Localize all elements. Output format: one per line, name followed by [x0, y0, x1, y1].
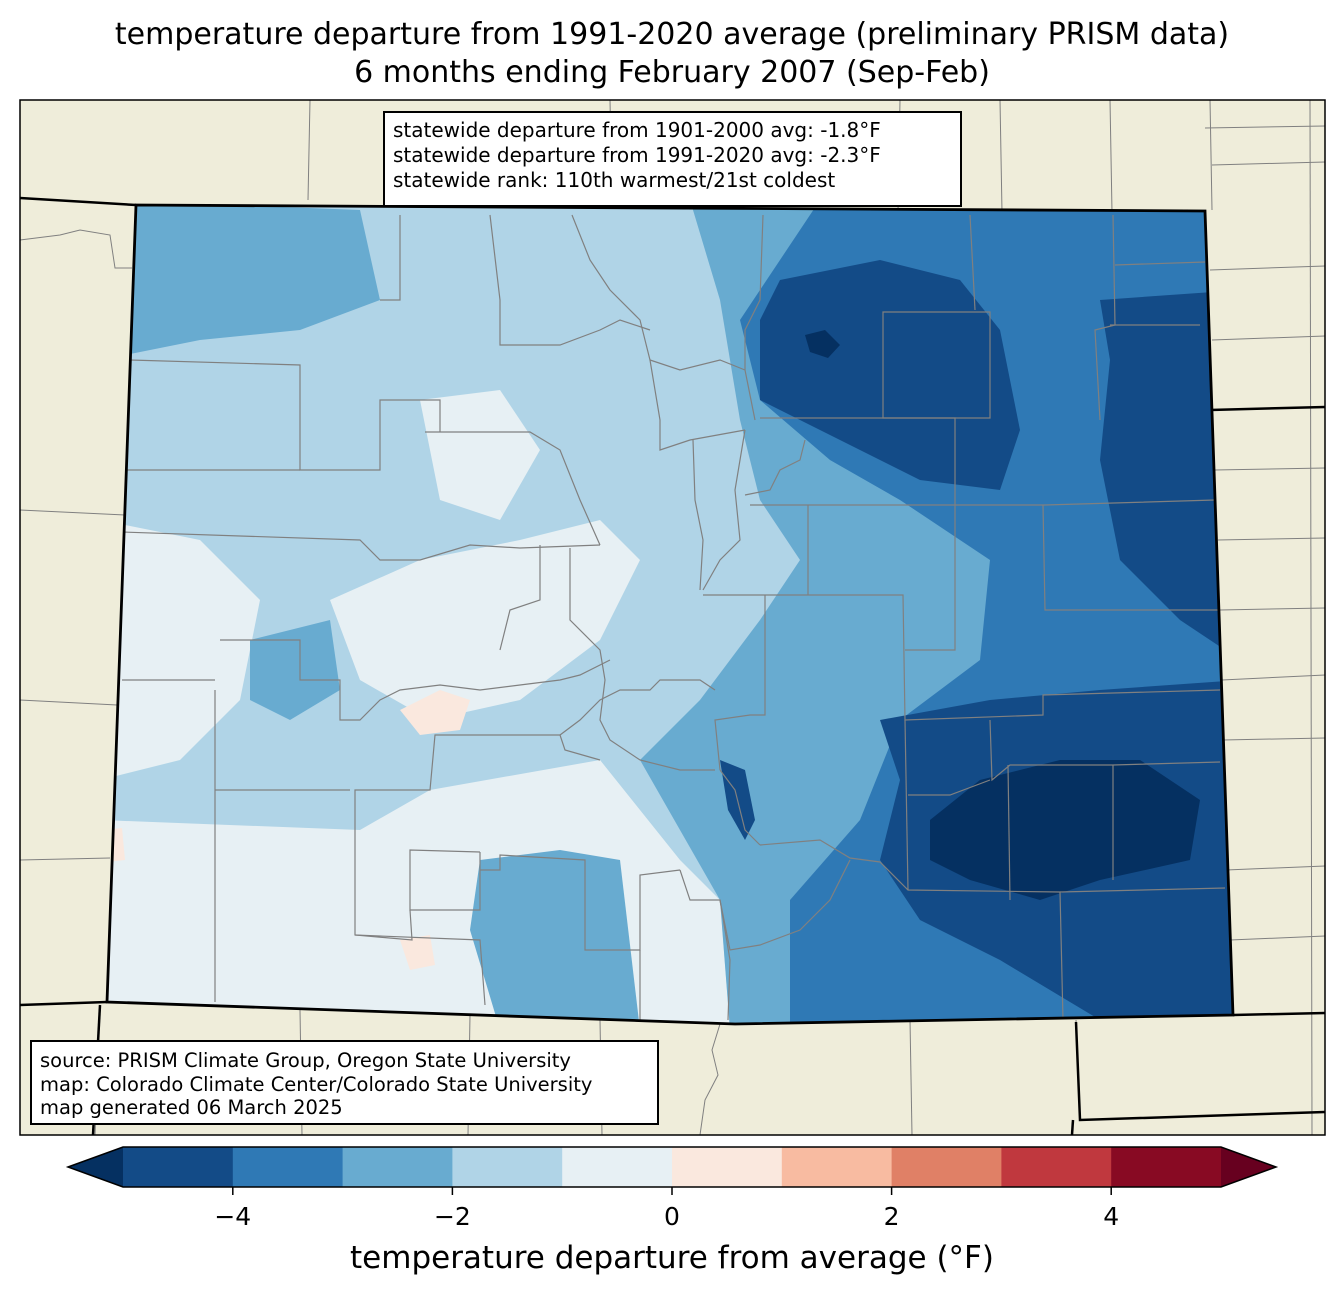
- colorbar-bin: [891, 1147, 1002, 1187]
- colorbar-bin: [123, 1147, 234, 1187]
- temperature-departure-contours: [107, 205, 1233, 1024]
- colorbar: [65, 1146, 1279, 1195]
- colorbar-extend-low: [68, 1147, 123, 1187]
- map-title-line1: temperature departure from 1991-2020 ave…: [114, 17, 1230, 52]
- stats-line-1901-2000: statewide departure from 1901-2000 avg: …: [393, 118, 881, 142]
- colorado-state-border: [105, 203, 1235, 1026]
- colorbar-outline: [65, 1146, 1279, 1188]
- stats-line-rank: statewide rank: 110th warmest/21st colde…: [393, 168, 836, 192]
- source-line-generated: map generated 06 March 2025: [40, 1096, 343, 1119]
- colorbar-bin: [1111, 1147, 1222, 1187]
- colorbar-tick-label: −2: [433, 1202, 471, 1231]
- contour-minus4-to-minus5-e: [1100, 290, 1233, 660]
- colorado-county-lines: [121, 214, 1226, 1021]
- colorbar-bin: [672, 1147, 783, 1187]
- colorbar-bin: [781, 1147, 893, 1187]
- contour-below-minus5-ne: [805, 330, 840, 358]
- source-line-map: map: Colorado Climate Center/Colorado St…: [40, 1072, 593, 1096]
- contour-0-to-plus1-south: [400, 935, 435, 970]
- source-line-prism: source: PRISM Climate Group, Oregon Stat…: [40, 1049, 571, 1072]
- colorbar-bin: [1001, 1147, 1112, 1187]
- colorbar-bin: [342, 1147, 453, 1187]
- contour-0-to-minus1-west: [107, 520, 260, 780]
- contour-minus2-to-minus3-nw: [107, 205, 380, 360]
- colorbar-bin: [452, 1147, 563, 1187]
- colorbar-tick-label: 0: [664, 1202, 680, 1231]
- map-frame: [19, 99, 1326, 1136]
- colorbar-bin: [232, 1147, 344, 1187]
- stats-line-1991-2020: statewide departure from 1991-2020 avg: …: [393, 143, 881, 167]
- contour-minus2-to-minus3-sc: [470, 850, 640, 1024]
- map-area: [20, 100, 1325, 1135]
- source-credit-box: source: PRISM Climate Group, Oregon Stat…: [30, 1040, 659, 1125]
- map-title-line2: 6 months ending February 2007 (Sep-Feb): [354, 55, 990, 90]
- contour-0-to-minus1-central: [330, 520, 640, 720]
- colorbar-tick-label: −4: [214, 1202, 252, 1231]
- colorbar-bin: [562, 1147, 673, 1187]
- colorbar-tick-label: 2: [883, 1202, 900, 1231]
- contour-0-to-plus1-central: [400, 690, 470, 735]
- contour-below-minus5-se: [930, 760, 1200, 900]
- colorbar-extend-high: [1221, 1147, 1276, 1187]
- statewide-stats-box: statewide departure from 1901-2000 avg: …: [383, 111, 962, 207]
- contour-minus2-to-minus3-w: [250, 620, 340, 720]
- colorbar-label: temperature departure from average (°F): [350, 1240, 994, 1276]
- contour-0-to-minus1-nc: [420, 390, 540, 520]
- colorbar-tick-label: 4: [1103, 1202, 1120, 1231]
